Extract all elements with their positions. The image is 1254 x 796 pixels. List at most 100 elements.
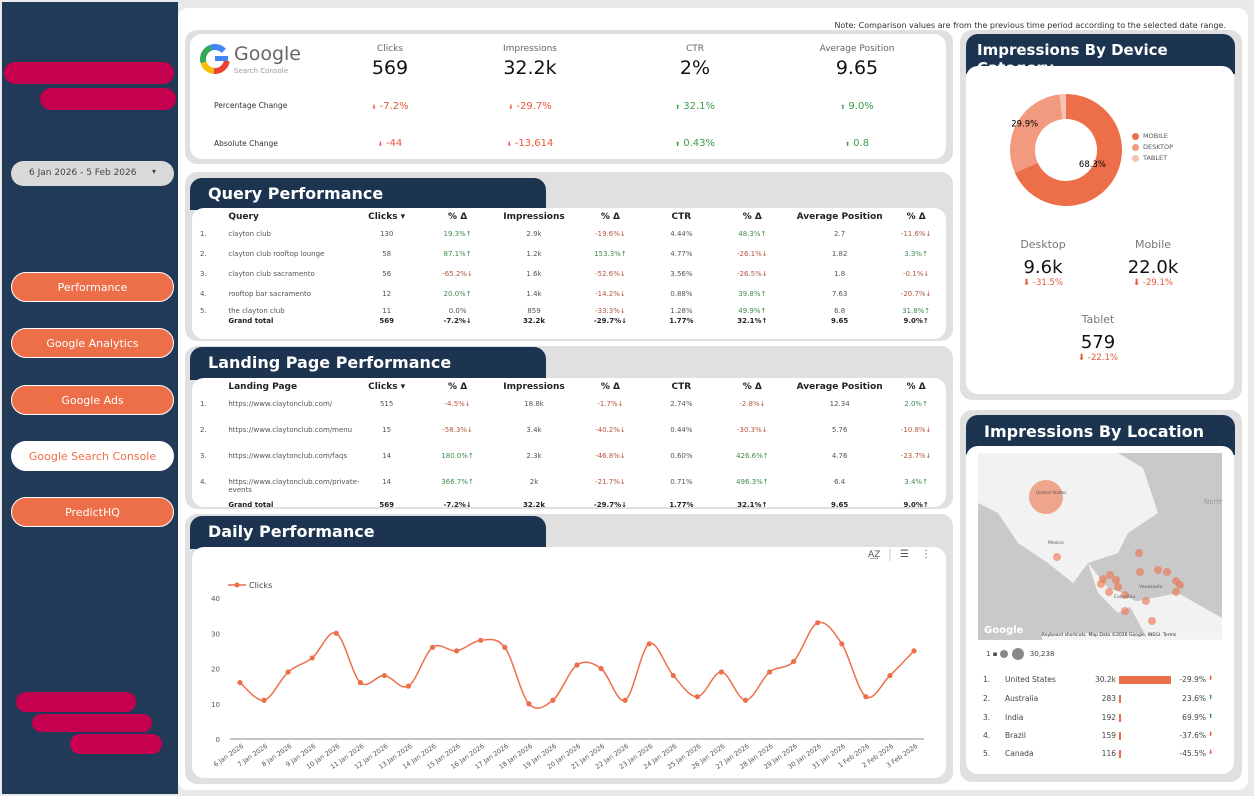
date-range-picker[interactable]: 6 Jan 2026 - 5 Feb 2026 ▾ bbox=[11, 161, 174, 186]
data-point[interactable] bbox=[839, 641, 845, 647]
table-row[interactable]: 1. https://www.claytonclub.com/515 -4.5%↓ 1… bbox=[200, 395, 938, 421]
column-header[interactable]: % Δ bbox=[600, 381, 620, 392]
data-point[interactable] bbox=[357, 680, 363, 686]
table-row[interactable]: 3. clayton club sacramento 56 -65.2%↓ 1.6k -5… bbox=[200, 265, 938, 285]
location-map[interactable]: United States Mexico Venezuela Colombia … bbox=[978, 453, 1222, 640]
location-change: -37.6% bbox=[1179, 731, 1206, 740]
table-row[interactable]: 4. rooftop bar sacramento 12 20.0%↑ 1.4k -14.… bbox=[200, 285, 938, 305]
data-point[interactable] bbox=[694, 694, 700, 700]
map-terms-link[interactable]: Terms bbox=[1162, 633, 1177, 638]
donut-slice-desktop[interactable] bbox=[1010, 94, 1063, 173]
table-cell: -11.6%↓ bbox=[894, 225, 938, 245]
donut-slice-tablet[interactable] bbox=[1059, 94, 1066, 120]
table-row[interactable]: 2. https://www.claytonclub.com/menu 15 -58.… bbox=[200, 421, 938, 447]
cell-value: -65.2%↓ bbox=[442, 270, 473, 278]
data-point[interactable] bbox=[718, 669, 725, 675]
data-point[interactable] bbox=[333, 630, 339, 636]
y-tick-label: 30 bbox=[211, 630, 220, 638]
table-row[interactable]: 2. clayton club rooftop lounge 58 87.1%↑ 1.2… bbox=[200, 245, 938, 265]
data-point[interactable] bbox=[454, 648, 460, 654]
column-header[interactable]: Impressions bbox=[503, 211, 565, 222]
table-row[interactable]: 1. clayton club 130 19.3%↑ 2.9k -19.6%↓ 4.44% 4… bbox=[200, 225, 938, 245]
device-metric-tablet: Tablet 579 ⬇ -22.1% bbox=[1043, 313, 1153, 363]
data-point[interactable] bbox=[526, 701, 532, 707]
data-point[interactable] bbox=[646, 641, 652, 647]
table-cell: the clayton club bbox=[228, 305, 348, 315]
nav-google-analytics[interactable]: Google Analytics bbox=[11, 328, 174, 358]
data-point[interactable] bbox=[598, 665, 604, 672]
data-point[interactable] bbox=[429, 644, 436, 650]
location-row[interactable]: 4. Brazil 159 -37.6% ⬇ bbox=[983, 731, 1213, 743]
legend-item[interactable]: DESKTOP bbox=[1132, 143, 1173, 151]
legend-label[interactable]: Clicks bbox=[249, 581, 272, 590]
more-vert-icon[interactable]: ⋮ bbox=[921, 549, 931, 560]
data-point[interactable] bbox=[815, 620, 821, 626]
data-point[interactable] bbox=[622, 697, 628, 703]
column-header[interactable]: % Δ bbox=[906, 381, 926, 392]
data-point[interactable] bbox=[309, 655, 315, 661]
data-point[interactable] bbox=[405, 683, 412, 689]
legend-item[interactable]: MOBILE bbox=[1132, 132, 1173, 140]
data-point[interactable] bbox=[550, 697, 556, 703]
column-header[interactable]: % Δ bbox=[906, 211, 926, 222]
column-header[interactable]: % Δ bbox=[448, 381, 468, 392]
location-row[interactable]: 5. Canada 116 -45.5% ⬇ bbox=[983, 749, 1213, 761]
cell-value: -33.3%↓ bbox=[595, 307, 626, 315]
scale-min: 1 bbox=[986, 650, 991, 658]
column-header[interactable]: Clicks ▾ bbox=[368, 381, 406, 392]
location-row[interactable]: 3. India 192 69.9% ⬆ bbox=[983, 713, 1213, 725]
table-row[interactable]: 4. https://www.claytonclub.com/private-ev… bbox=[200, 473, 938, 499]
data-point[interactable] bbox=[261, 697, 267, 703]
column-header[interactable]: % Δ bbox=[742, 211, 762, 222]
divider: | bbox=[888, 547, 893, 561]
column-header[interactable]: Clicks ▾ bbox=[368, 211, 406, 222]
data-point[interactable] bbox=[791, 658, 797, 665]
data-point[interactable] bbox=[478, 637, 484, 643]
data-point[interactable] bbox=[670, 672, 676, 679]
location-row[interactable]: 1. United States 30.2k -29.9% ⬇ bbox=[983, 675, 1213, 687]
table-cell: 2k bbox=[490, 473, 577, 499]
device-metric-value: 579 bbox=[1080, 332, 1116, 353]
arrow-up-icon: ⬆ bbox=[675, 141, 681, 148]
data-point[interactable] bbox=[742, 697, 749, 703]
data-point[interactable] bbox=[766, 669, 773, 675]
sort-az-icon[interactable]: A͢Z bbox=[868, 550, 881, 560]
location-country: United States bbox=[1005, 675, 1056, 684]
nav-predicthq[interactable]: PredictHQ bbox=[11, 497, 174, 527]
column-header[interactable]: CTR bbox=[671, 211, 692, 222]
legend-item[interactable]: TABLET bbox=[1132, 154, 1173, 162]
column-header[interactable]: Average Position bbox=[796, 211, 883, 222]
data-point[interactable] bbox=[285, 669, 291, 675]
device-metric-label: Desktop bbox=[1020, 238, 1066, 251]
column-header[interactable]: Average Position bbox=[796, 381, 883, 392]
table-cell: 496.3%↑ bbox=[720, 473, 786, 499]
table-row[interactable]: 3. https://www.claytonclub.com/faqs 14 180.… bbox=[200, 447, 938, 473]
kpi-abs-value: -44 bbox=[385, 138, 403, 149]
filter-icon[interactable]: ☰ bbox=[900, 549, 909, 560]
table-cell: 1.82 bbox=[785, 245, 894, 265]
nav-google-search-console[interactable]: Google Search Console bbox=[11, 441, 174, 471]
table-row[interactable]: 5. the clayton club 11 0.0% 859 -33.3%↓ 1.28% 4… bbox=[200, 305, 938, 315]
data-point[interactable] bbox=[381, 672, 388, 679]
column-header[interactable]: Impressions bbox=[503, 381, 565, 392]
data-point[interactable] bbox=[863, 694, 869, 700]
nav-performance[interactable]: Performance bbox=[11, 272, 174, 302]
data-point[interactable] bbox=[502, 644, 508, 650]
location-row[interactable]: 2. Australia 283 23.6% ⬆ bbox=[983, 694, 1213, 706]
data-point[interactable] bbox=[237, 680, 243, 686]
column-header[interactable]: % Δ bbox=[600, 211, 620, 222]
keyboard-shortcuts-link[interactable]: Keyboard shortcuts bbox=[1042, 633, 1086, 638]
data-point[interactable] bbox=[574, 662, 580, 668]
nav-google-ads[interactable]: Google Ads bbox=[11, 385, 174, 415]
data-point[interactable] bbox=[887, 672, 893, 679]
column-header[interactable]: % Δ bbox=[742, 381, 762, 392]
kpi-abs-change: ⬆ 0.43% bbox=[625, 138, 765, 149]
cell-value: 1.28% bbox=[670, 307, 693, 315]
cell-value: https://www.claytonclub.com/private-even… bbox=[228, 478, 360, 494]
column-header[interactable]: CTR bbox=[671, 381, 692, 392]
data-point[interactable] bbox=[911, 648, 917, 654]
cell-value: 49.9%↑ bbox=[738, 307, 767, 315]
column-header[interactable]: % Δ bbox=[448, 211, 468, 222]
logo-product: Search Console bbox=[234, 67, 289, 75]
donut-slice-mobile[interactable] bbox=[1014, 94, 1122, 206]
